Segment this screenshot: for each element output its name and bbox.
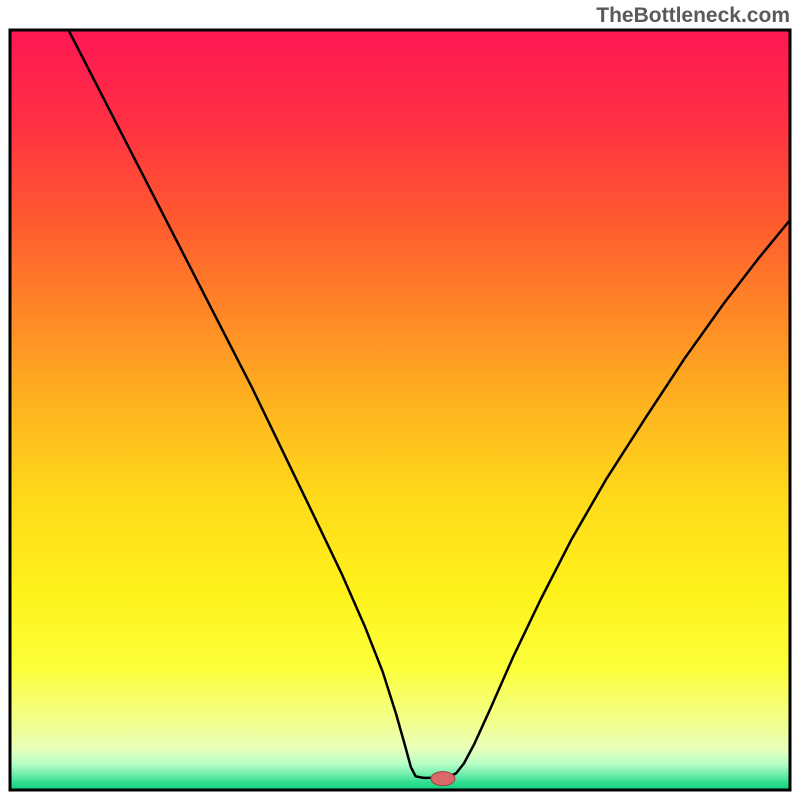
watermark-text: TheBottleneck.com: [596, 4, 790, 28]
chart-svg: [0, 0, 800, 800]
optimal-marker: [431, 772, 455, 786]
bottleneck-chart: TheBottleneck.com: [0, 0, 800, 800]
